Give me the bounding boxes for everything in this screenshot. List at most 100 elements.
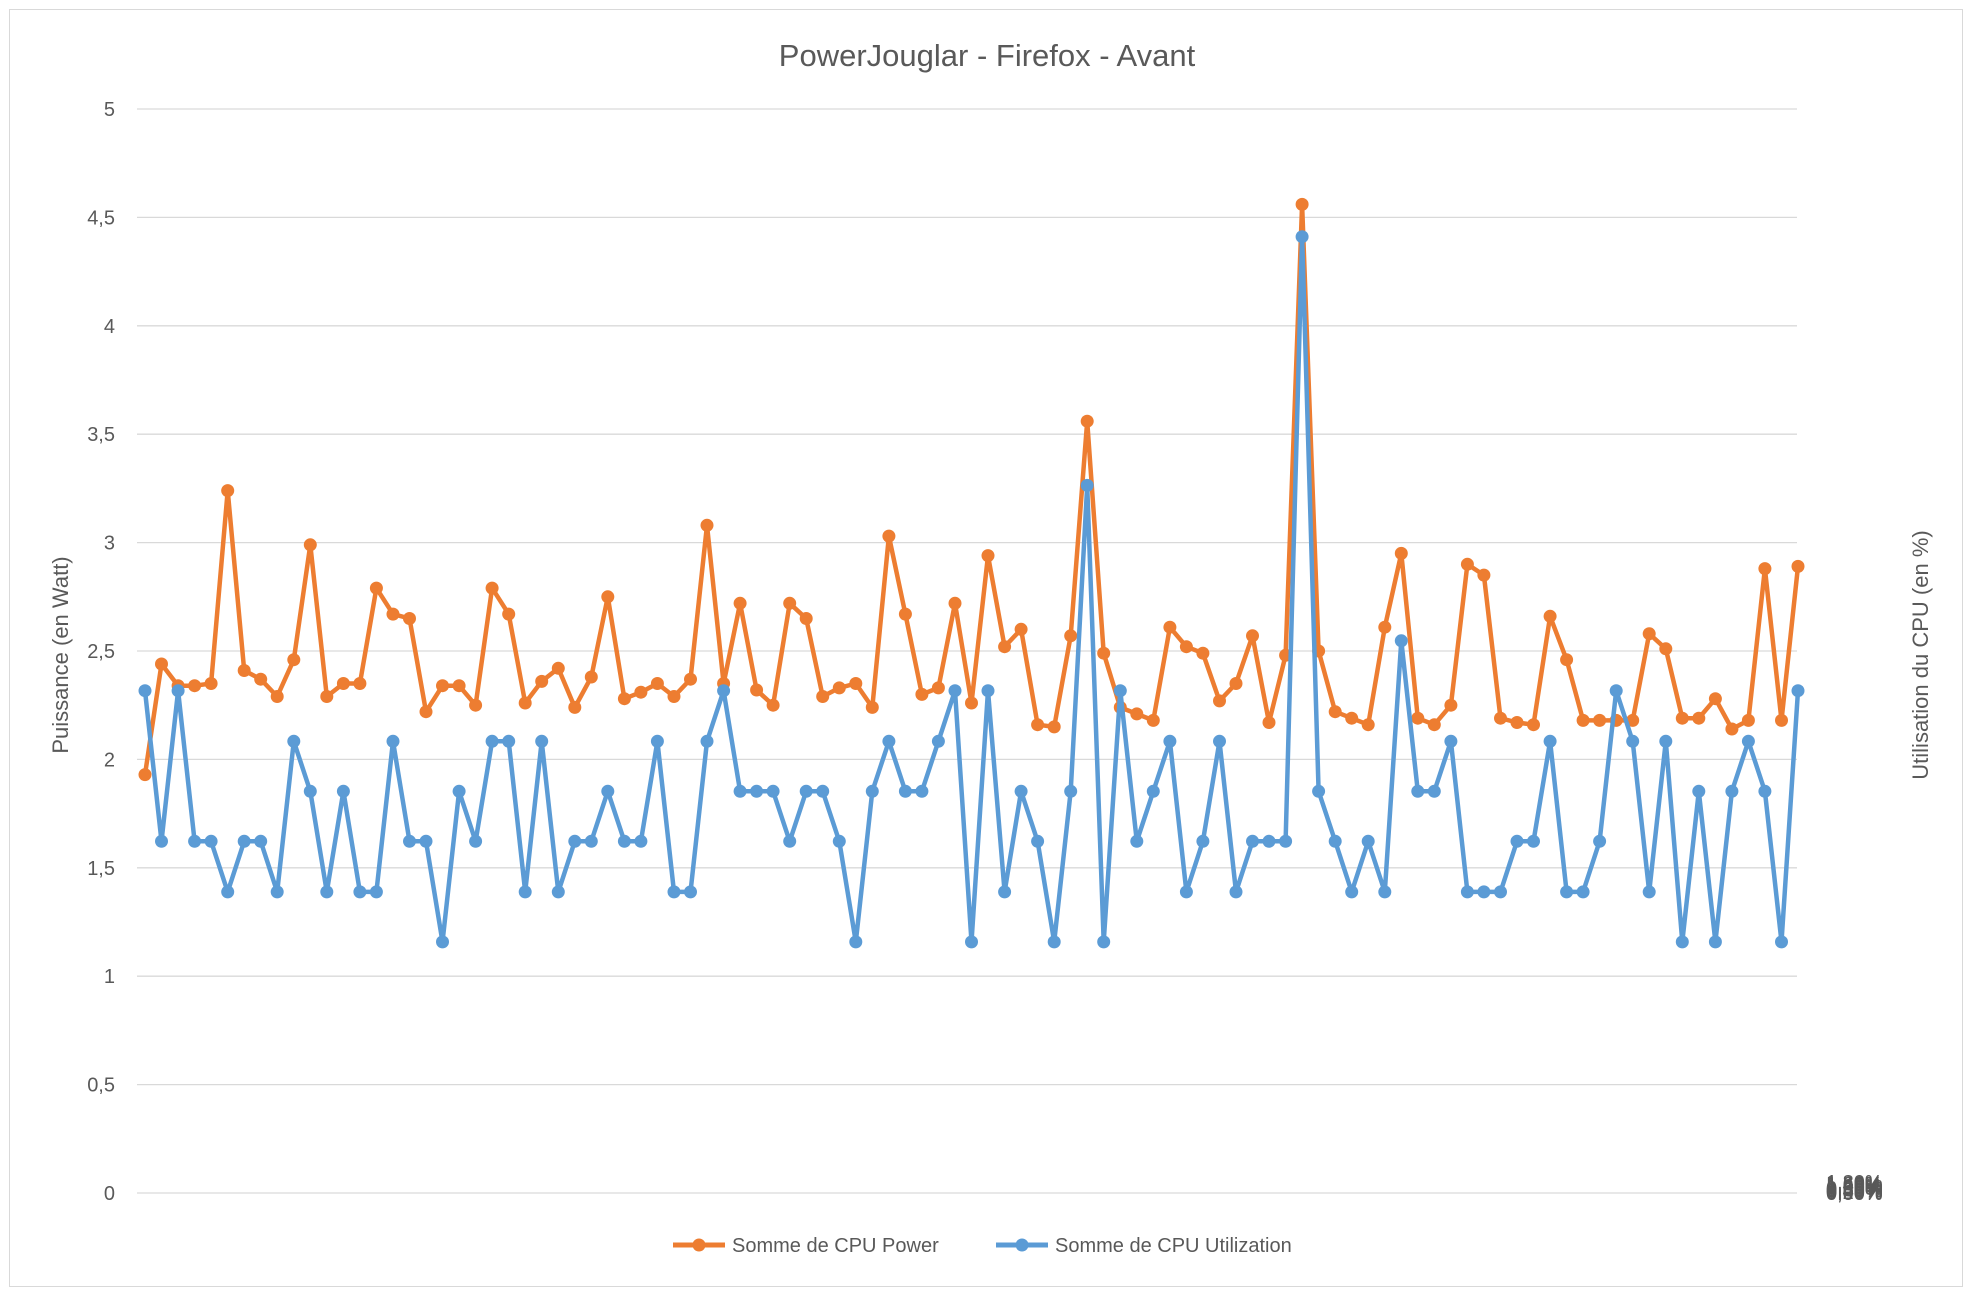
data-point-cpu-utilization bbox=[254, 834, 268, 848]
data-point-cpu-power bbox=[1047, 720, 1061, 734]
right-tick-label: 0,20% bbox=[1826, 1182, 1883, 1204]
data-point-cpu-utilization bbox=[601, 784, 615, 798]
data-point-cpu-utilization bbox=[1576, 885, 1590, 899]
data-point-cpu-power bbox=[419, 705, 433, 719]
data-point-cpu-power bbox=[1460, 557, 1474, 571]
data-point-cpu-utilization bbox=[1146, 784, 1160, 798]
data-point-cpu-utilization bbox=[1312, 784, 1326, 798]
left-tick-label: 1,5 bbox=[87, 858, 115, 880]
left-tick-label: 0 bbox=[104, 1183, 115, 1205]
data-point-cpu-utilization bbox=[1163, 734, 1177, 748]
data-point-cpu-utilization bbox=[1378, 885, 1392, 899]
data-point-cpu-power bbox=[551, 661, 565, 675]
data-point-cpu-utilization bbox=[931, 734, 945, 748]
data-point-cpu-power bbox=[535, 674, 549, 688]
data-point-cpu-utilization bbox=[551, 885, 565, 899]
right-axis-ticks: 0,00%0,20%0,40%0,60%0,80%1,00%1,20%1,40%… bbox=[1826, 1172, 1883, 1205]
data-point-cpu-power bbox=[1394, 546, 1408, 560]
data-point-cpu-power bbox=[1593, 713, 1607, 727]
data-point-cpu-utilization bbox=[287, 734, 301, 748]
data-point-cpu-power bbox=[1378, 620, 1392, 634]
data-point-cpu-power bbox=[1741, 713, 1755, 727]
data-point-cpu-power bbox=[1130, 707, 1144, 721]
data-point-cpu-utilization bbox=[1080, 478, 1094, 492]
data-point-cpu-utilization bbox=[1609, 684, 1623, 698]
data-point-cpu-power bbox=[386, 607, 400, 621]
data-point-cpu-utilization bbox=[1213, 734, 1226, 748]
data-point-cpu-power bbox=[568, 700, 582, 714]
data-point-cpu-power bbox=[617, 692, 631, 706]
data-point-cpu-utilization bbox=[1229, 885, 1243, 899]
data-point-cpu-power bbox=[254, 672, 268, 686]
data-point-cpu-utilization bbox=[303, 784, 317, 798]
data-point-cpu-utilization bbox=[1196, 834, 1210, 848]
data-point-cpu-utilization bbox=[237, 834, 251, 848]
gridlines bbox=[137, 108, 1797, 1194]
data-point-cpu-utilization bbox=[188, 834, 202, 848]
data-point-cpu-utilization bbox=[865, 784, 879, 798]
data-point-cpu-utilization bbox=[1626, 734, 1640, 748]
data-point-cpu-power bbox=[965, 696, 978, 710]
data-point-cpu-power bbox=[865, 700, 879, 714]
data-point-cpu-utilization bbox=[320, 885, 334, 899]
data-point-cpu-power bbox=[1758, 562, 1772, 576]
data-point-cpu-utilization bbox=[766, 784, 780, 798]
left-tick-label: 4,5 bbox=[87, 207, 115, 229]
data-point-cpu-power bbox=[287, 653, 301, 667]
left-tick-label: 3 bbox=[104, 533, 115, 555]
data-point-cpu-power bbox=[915, 687, 929, 701]
data-point-cpu-utilization bbox=[1295, 230, 1309, 244]
data-point-cpu-utilization bbox=[1279, 834, 1293, 848]
series-cpu-power bbox=[138, 197, 1805, 782]
data-point-cpu-utilization bbox=[650, 734, 664, 748]
data-point-cpu-utilization bbox=[1031, 834, 1045, 848]
data-point-cpu-utilization bbox=[1097, 935, 1111, 949]
data-point-cpu-power bbox=[369, 581, 383, 595]
data-point-cpu-power bbox=[1196, 646, 1210, 660]
data-point-cpu-power bbox=[1064, 629, 1078, 643]
data-point-cpu-power bbox=[700, 518, 714, 532]
data-point-cpu-utilization bbox=[469, 834, 483, 848]
data-point-cpu-utilization bbox=[898, 784, 912, 798]
right-tick-label: 1,00% bbox=[1826, 1177, 1883, 1199]
legend-label-cpu-power: Somme de CPU Power bbox=[732, 1235, 939, 1257]
data-point-cpu-utilization bbox=[1411, 784, 1425, 798]
left-tick-label: 4 bbox=[104, 316, 115, 338]
right-tick-label: 1,20% bbox=[1826, 1176, 1883, 1198]
series-line-cpu-power bbox=[142, 202, 1801, 775]
data-point-cpu-power bbox=[634, 685, 648, 699]
data-point-cpu-utilization bbox=[1494, 885, 1507, 899]
data-point-cpu-power bbox=[1494, 711, 1507, 725]
data-point-cpu-power bbox=[1229, 677, 1243, 690]
data-point-cpu-utilization bbox=[270, 885, 284, 899]
data-point-cpu-utilization bbox=[1460, 885, 1474, 899]
legend: Somme de CPU Power Somme de CPU Utilizat… bbox=[673, 1235, 1292, 1257]
data-point-cpu-power bbox=[1295, 197, 1309, 211]
data-point-cpu-utilization bbox=[568, 834, 582, 848]
data-point-cpu-utilization bbox=[832, 834, 846, 848]
data-point-cpu-utilization bbox=[452, 784, 466, 798]
data-point-cpu-utilization bbox=[336, 784, 350, 798]
data-point-cpu-utilization bbox=[965, 935, 978, 949]
legend-marker-cpu-utilization bbox=[1015, 1238, 1029, 1252]
data-point-cpu-power bbox=[270, 690, 284, 703]
data-point-cpu-power bbox=[237, 664, 251, 677]
left-tick-label: 0,5 bbox=[87, 1075, 115, 1097]
data-point-cpu-power bbox=[1642, 627, 1656, 641]
data-point-cpu-utilization bbox=[1113, 684, 1127, 698]
data-point-cpu-power bbox=[138, 768, 152, 782]
data-point-cpu-power bbox=[518, 696, 532, 710]
data-point-cpu-utilization bbox=[1791, 684, 1805, 698]
data-point-cpu-utilization bbox=[1593, 834, 1607, 848]
data-point-cpu-utilization bbox=[717, 684, 731, 698]
data-point-cpu-power bbox=[204, 677, 218, 690]
data-point-cpu-utilization bbox=[667, 885, 681, 899]
data-point-cpu-power bbox=[1576, 713, 1590, 727]
data-point-cpu-utilization bbox=[1361, 834, 1375, 848]
right-tick-label: 0,40% bbox=[1826, 1181, 1883, 1203]
data-point-cpu-power bbox=[1014, 622, 1028, 636]
data-point-cpu-utilization bbox=[1741, 734, 1755, 748]
data-point-cpu-power bbox=[221, 484, 235, 498]
data-point-cpu-power bbox=[1328, 705, 1342, 719]
